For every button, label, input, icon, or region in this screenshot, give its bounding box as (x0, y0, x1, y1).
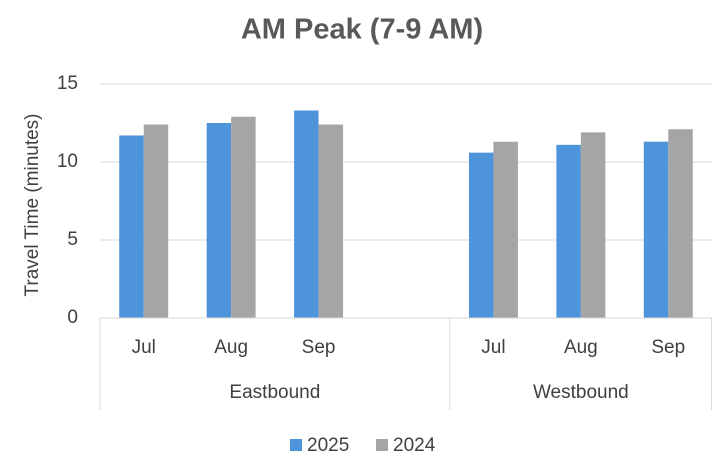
bar (468, 152, 494, 318)
bar (231, 116, 256, 318)
bar (493, 141, 518, 318)
bar (143, 124, 169, 318)
bar (556, 144, 581, 318)
x-tick-label: Sep (302, 337, 336, 358)
group-label: Eastbound (229, 382, 320, 403)
bar (318, 124, 344, 318)
group-label: Westbound (533, 382, 629, 403)
bar (206, 123, 232, 318)
x-tick-label: Aug (214, 337, 248, 358)
legend-swatch (290, 439, 302, 451)
y-tick-label: 15 (57, 73, 78, 94)
bar (643, 141, 669, 318)
bar (668, 129, 693, 318)
x-tick-label: Jul (132, 337, 156, 358)
chart-title: AM Peak (7-9 AM) (241, 14, 483, 46)
legend-label: 2024 (393, 435, 436, 456)
y-axis-label: Travel Time (minutes) (22, 114, 43, 297)
bar (580, 132, 606, 318)
y-tick-label: 10 (57, 151, 78, 172)
bar (119, 135, 144, 318)
legend-swatch (376, 439, 388, 451)
x-tick-label: Sep (651, 337, 685, 358)
bar (294, 110, 319, 319)
x-tick-label: Jul (481, 337, 505, 358)
y-tick-label: 0 (67, 307, 78, 328)
x-tick-label: Aug (564, 337, 598, 358)
legend-label: 2025 (307, 435, 349, 456)
y-tick-label: 5 (67, 229, 78, 250)
